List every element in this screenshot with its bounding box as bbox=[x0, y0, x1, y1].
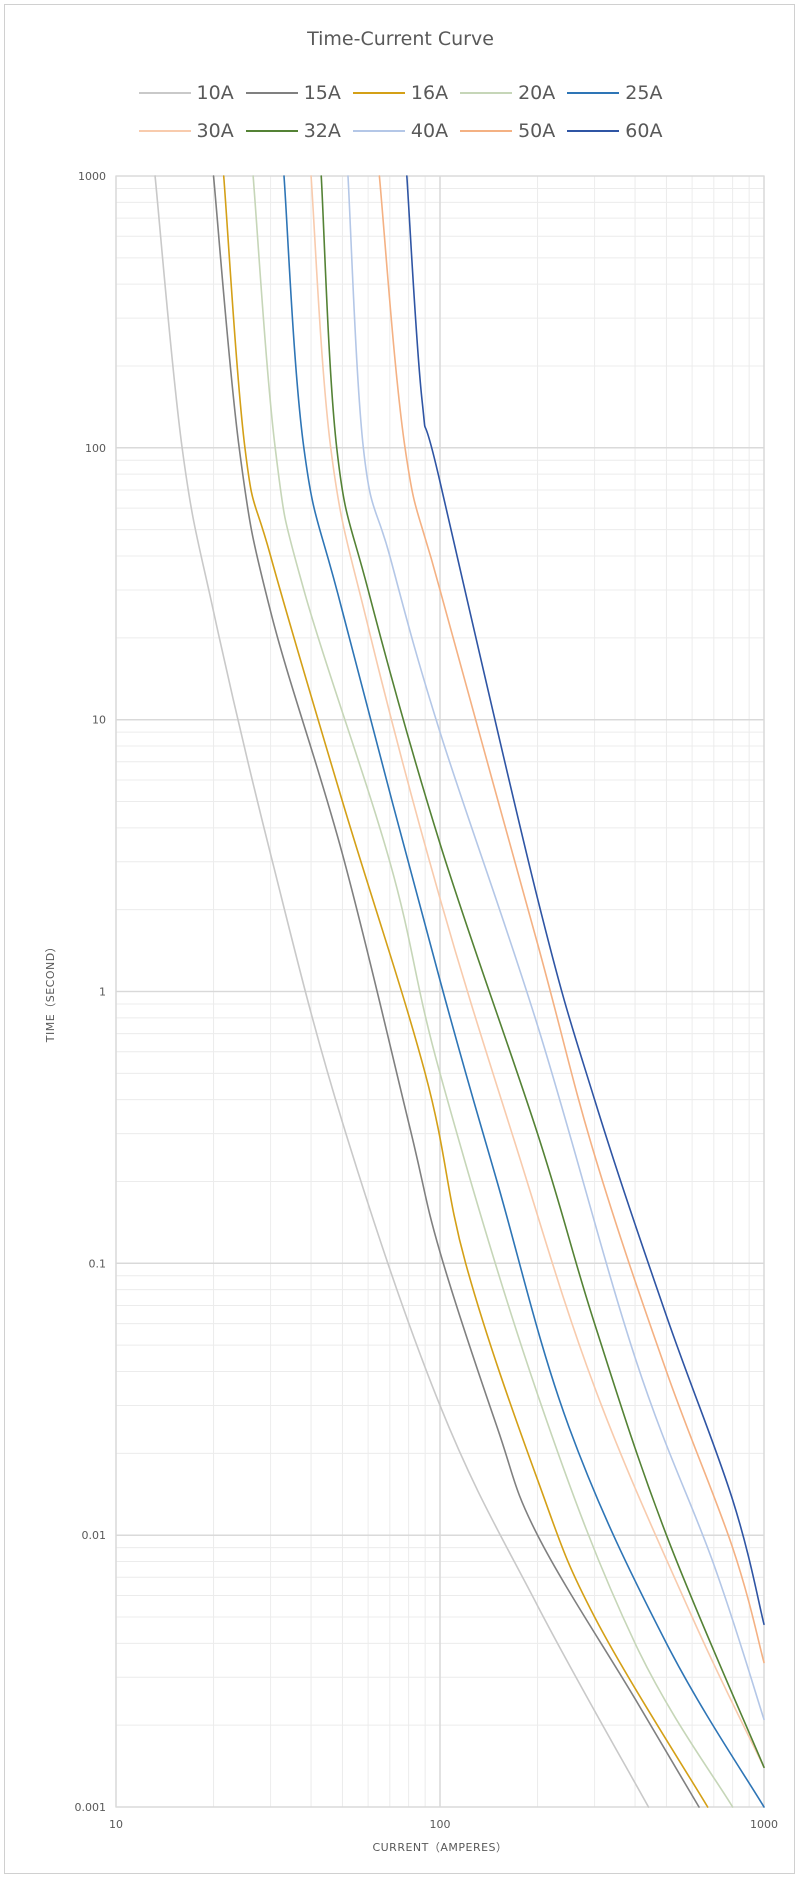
legend-line-40a bbox=[352, 130, 405, 132]
y-tick-labels: 0.001 0.01 0.1 1 10 100 1000 bbox=[75, 170, 107, 1814]
series-line-32a bbox=[320, 175, 765, 1769]
series-line-10a bbox=[154, 175, 650, 1808]
legend-line-32a bbox=[245, 130, 298, 132]
legend-line-25a bbox=[567, 92, 620, 94]
legend-item-30a: 30A bbox=[138, 120, 234, 142]
y-tick-label: 100 bbox=[85, 442, 106, 455]
y-tick-label: 1000 bbox=[78, 170, 106, 183]
legend-label-60a: 60A bbox=[625, 120, 663, 142]
legend-label-40a: 40A bbox=[410, 120, 449, 142]
x-tick-label: 100 bbox=[430, 1818, 451, 1831]
legend-label-30a: 30A bbox=[196, 120, 234, 142]
x-tick-labels: 10 100 1000 bbox=[109, 1818, 778, 1831]
legend-row-1: 10A 15A 16A 20A 25A bbox=[0, 82, 801, 104]
legend-line-60a bbox=[567, 130, 620, 132]
series-line-50a bbox=[378, 175, 765, 1664]
x-axis-title: CURRENT（AMPERES） bbox=[372, 1841, 507, 1854]
legend-label-20a: 20A bbox=[518, 82, 556, 104]
legend-line-30a bbox=[138, 130, 191, 132]
series-line-60a bbox=[406, 175, 765, 1626]
legend-item-16a: 16A bbox=[352, 82, 449, 104]
major-gridlines bbox=[115, 175, 765, 1808]
legend-item-20a: 20A bbox=[460, 82, 555, 104]
legend-line-20a bbox=[460, 92, 513, 94]
legend-item-40a: 40A bbox=[352, 120, 449, 142]
legend-row-2: 30A 32A 40A 50A 60A bbox=[0, 120, 801, 142]
legend-item-10a: 10A bbox=[138, 82, 234, 104]
x-tick-label: 10 bbox=[109, 1818, 123, 1831]
legend-item-50a: 50A bbox=[460, 120, 555, 142]
legend-line-10a bbox=[138, 92, 191, 94]
legend-item-15a: 15A bbox=[245, 82, 341, 104]
y-tick-label: 0.1 bbox=[89, 1257, 107, 1270]
series-line-40a bbox=[347, 175, 765, 1721]
series-line-30a bbox=[310, 175, 765, 1769]
y-tick-label: 0.001 bbox=[75, 1801, 107, 1814]
legend-item-32a: 32A bbox=[245, 120, 341, 142]
series-line-15a bbox=[212, 175, 700, 1808]
y-axis-title: TIME（SECOND） bbox=[44, 941, 57, 1043]
legend-label-10a: 10A bbox=[196, 82, 234, 104]
chart-title: Time-Current Curve bbox=[307, 28, 494, 50]
legend-label-32a: 32A bbox=[303, 120, 341, 142]
legend-label-25a: 25A bbox=[625, 82, 663, 104]
legend-label-16a: 16A bbox=[410, 82, 449, 104]
y-tick-label: 1 bbox=[99, 986, 106, 999]
legend-item-60a: 60A bbox=[567, 120, 662, 142]
legend-item-25a: 25A bbox=[567, 82, 662, 104]
chart-frame bbox=[4, 4, 795, 1874]
legend-label-50a: 50A bbox=[518, 120, 556, 142]
legend-line-15a bbox=[245, 92, 298, 94]
y-tick-label: 10 bbox=[92, 714, 106, 727]
series-line-25a bbox=[283, 175, 765, 1808]
y-tick-label: 0.01 bbox=[82, 1529, 107, 1542]
plot-border bbox=[115, 175, 765, 1808]
series-line-16a bbox=[222, 175, 709, 1808]
series-line-20a bbox=[252, 175, 734, 1808]
legend-line-50a bbox=[460, 130, 513, 132]
x-tick-label: 1000 bbox=[750, 1818, 778, 1831]
legend-label-15a: 15A bbox=[303, 82, 341, 104]
series-curves bbox=[154, 175, 765, 1808]
legend-line-16a bbox=[352, 92, 405, 94]
